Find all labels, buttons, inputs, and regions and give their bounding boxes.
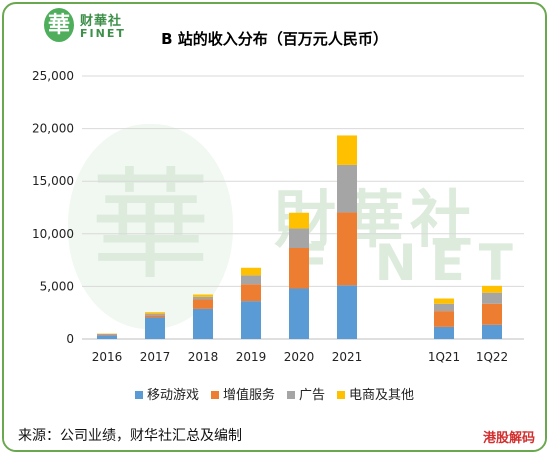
- bar-segment: [145, 312, 165, 314]
- bar-segment: [145, 313, 165, 316]
- x-tick-label: 1Q22: [476, 350, 508, 364]
- x-tick-label: 2018: [188, 350, 219, 364]
- logo-name-en: FINET: [80, 27, 126, 40]
- watermark-text-en: FINET: [294, 234, 527, 292]
- bar-segment: [337, 285, 357, 339]
- bar-segment: [289, 288, 309, 339]
- legend-item: 电商及其他: [337, 384, 414, 403]
- legend-label: 电商及其他: [349, 388, 415, 403]
- legend-item: 移动游戏: [134, 384, 199, 403]
- bar-segment: [193, 308, 213, 339]
- legend-item: 增值服务: [210, 384, 275, 403]
- x-tick-label: 2020: [284, 350, 315, 364]
- bar-segment: [193, 296, 213, 300]
- bar-segment: [289, 212, 309, 229]
- bar-segment: [337, 135, 357, 165]
- bar-segment: [434, 311, 454, 327]
- y-tick-label: 10,000: [32, 227, 74, 241]
- y-tick-label: 20,000: [32, 122, 74, 136]
- bar-segment: [241, 284, 261, 302]
- bar-segment: [193, 299, 213, 309]
- bar-segment: [97, 335, 117, 339]
- legend-swatch: [287, 391, 295, 399]
- chart-legend: 移动游戏 增值服务 广告 电商及其他: [4, 384, 545, 403]
- bar-segment: [145, 315, 165, 318]
- bar-chart: 0 5,000 10,000 15,000 20,000 25,000 2016 2017 20…: [32, 69, 524, 364]
- footer: 来源：公司业绩，财华社汇总及编制 港股解码: [4, 420, 545, 450]
- legend-swatch: [134, 391, 143, 399]
- finet-logo: 華 财華社 FINET: [44, 8, 154, 44]
- legend-swatch: [210, 391, 219, 399]
- bar-segment: [482, 292, 502, 304]
- bar-segment: [434, 303, 454, 312]
- legend-label: 增值服务: [222, 388, 275, 403]
- brand-label: 港股解码: [482, 431, 535, 446]
- source-note: 来源：公司业绩，财华社汇总及编制: [18, 428, 242, 444]
- x-tick-label: 2016: [92, 350, 123, 364]
- bar-segment: [241, 267, 261, 276]
- legend-label: 移动游戏: [146, 388, 199, 403]
- bar-segment: [482, 324, 502, 339]
- chart-title: B 站的收入分布（百万元人民币）: [161, 30, 388, 48]
- bar-segment: [337, 164, 357, 213]
- bar-segment: [241, 275, 261, 285]
- y-tick-label: 25,000: [32, 69, 74, 83]
- bar-segment: [482, 285, 502, 293]
- bar-segment: [482, 303, 502, 325]
- legend-label: 广告: [299, 388, 326, 403]
- y-tick-label: 0: [66, 332, 74, 346]
- bar-segment: [97, 333, 117, 335]
- x-tick-label: 2017: [140, 350, 171, 364]
- legend-swatch: [337, 391, 346, 399]
- bar-segment: [145, 317, 165, 339]
- bar-segment: [434, 298, 454, 304]
- bar-segment: [337, 212, 357, 286]
- legend-item: 广告: [287, 384, 325, 403]
- y-tick-label: 15,000: [32, 174, 74, 188]
- logo-name-cn: 财華社: [80, 14, 123, 29]
- y-tick-label: 5,000: [40, 279, 74, 293]
- x-tick-label: 1Q21: [428, 350, 460, 364]
- x-tick-label: 2021: [332, 350, 363, 364]
- bar-segment: [241, 301, 261, 339]
- bar-segment: [193, 294, 213, 297]
- x-tick-label: 2019: [236, 350, 267, 364]
- bar-segment: [289, 228, 309, 249]
- bar-segment: [97, 334, 117, 336]
- watermark-seal-logo: 華: [68, 124, 233, 329]
- bar-segment: [434, 326, 454, 339]
- bar-segment: [289, 248, 309, 289]
- logo-seal-icon: 華: [44, 8, 74, 42]
